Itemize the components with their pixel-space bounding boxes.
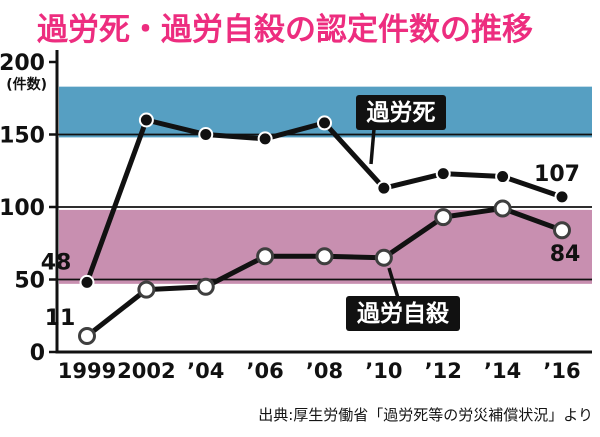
point-value-label: 11 <box>45 306 76 331</box>
point-value-label: 107 <box>534 162 580 187</box>
data-point <box>435 166 451 182</box>
x-tick-label: ’04 <box>187 359 224 383</box>
data-point <box>553 221 571 240</box>
x-tick-label: ’16 <box>543 359 580 383</box>
data-point <box>495 169 511 185</box>
x-tick-label: ’10 <box>365 359 402 383</box>
legend-box <box>356 95 446 130</box>
y-axis-unit-label: (件数) <box>6 76 47 93</box>
legend-callout-line <box>387 267 400 299</box>
legend-box <box>346 296 460 331</box>
y-tick-label: 100 <box>0 196 45 221</box>
data-point <box>79 274 95 290</box>
y-tick-label: 200 <box>0 51 45 76</box>
data-point <box>78 327 96 346</box>
point-value-label: 84 <box>550 242 581 267</box>
data-point <box>198 127 214 142</box>
data-point <box>257 131 273 147</box>
chart-title: 過労死・過労自殺の認定件数の推移 <box>37 12 533 48</box>
data-point <box>315 247 334 266</box>
data-point <box>256 247 275 266</box>
source-note: 出典:厚生労働省「過労死等の労災補償状況」より <box>258 406 593 424</box>
x-tick-label: ’08 <box>306 359 343 383</box>
data-point <box>376 180 392 196</box>
x-tick-label: ’14 <box>484 359 521 383</box>
x-tick-label: ’06 <box>247 359 284 383</box>
data-point <box>317 115 332 131</box>
point-value-label: 48 <box>41 250 72 275</box>
y-tick-label: 150 <box>0 124 45 149</box>
y-tick-label: 0 <box>30 341 45 366</box>
legend-label: 過労自殺 <box>357 300 450 327</box>
data-point <box>138 112 154 128</box>
data-point <box>554 189 570 205</box>
data-point <box>137 280 156 299</box>
y-tick-label: 50 <box>14 269 45 294</box>
data-point <box>493 199 512 218</box>
x-tick-label: 1999 <box>58 359 116 383</box>
x-tick-label: 2002 <box>117 359 175 383</box>
highlight-band-1 <box>59 209 592 284</box>
x-tick-label: ’12 <box>425 359 462 383</box>
data-point <box>196 277 215 296</box>
legend-label: 過労死 <box>367 99 436 126</box>
legend-callout-line <box>369 128 376 165</box>
data-point <box>434 208 453 227</box>
data-point <box>374 248 393 267</box>
